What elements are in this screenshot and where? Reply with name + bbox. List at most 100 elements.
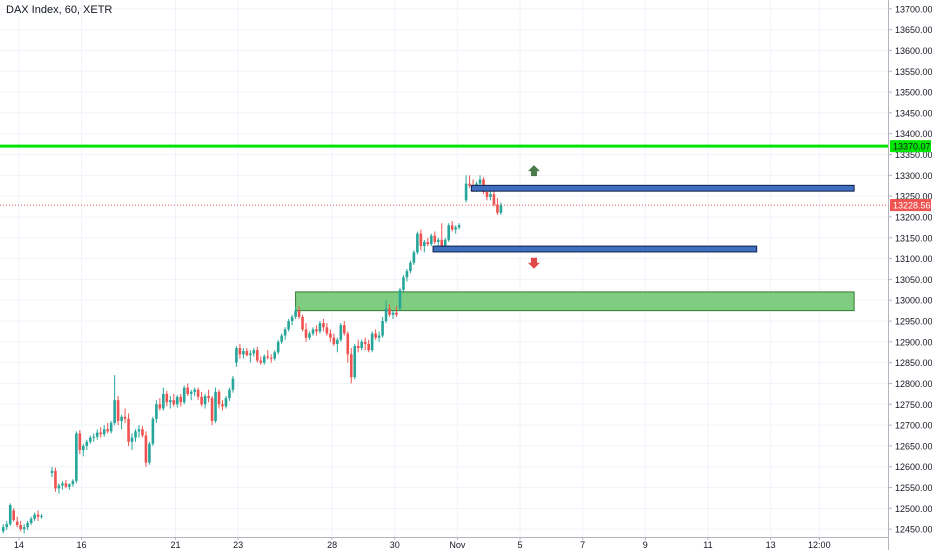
time-tick-label: 12:00 xyxy=(808,540,831,550)
candle-body xyxy=(165,393,169,403)
price-tick-label: 13650.00 xyxy=(895,25,932,35)
candle xyxy=(304,323,308,342)
candle-body xyxy=(123,416,127,419)
candle xyxy=(297,306,301,319)
time-tick-label: 9 xyxy=(643,540,648,550)
candle-body xyxy=(172,400,176,405)
candle xyxy=(273,350,276,361)
candle xyxy=(50,466,54,478)
candle xyxy=(88,435,92,444)
candle xyxy=(127,413,130,446)
candle-body xyxy=(322,323,325,328)
candle xyxy=(144,431,148,467)
candle xyxy=(242,348,245,359)
candle xyxy=(329,329,332,342)
candle xyxy=(78,430,82,455)
candle xyxy=(252,348,256,357)
time-tick-label: 23 xyxy=(233,540,243,550)
price-tick-label: 12450.00 xyxy=(895,525,932,535)
candle-body xyxy=(102,429,106,435)
candle xyxy=(256,346,259,363)
candle xyxy=(175,395,179,408)
price-tick-label: 13550.00 xyxy=(895,67,932,77)
current-price-badge-label: 13228.56 xyxy=(893,201,931,211)
candle-body xyxy=(450,225,454,230)
candle-body xyxy=(443,239,447,247)
candle-body xyxy=(304,329,308,338)
candle-body xyxy=(332,337,336,344)
candle-body xyxy=(15,521,19,526)
price-tick-label: 12650.00 xyxy=(895,441,932,451)
candle-body xyxy=(144,435,148,463)
candle-body xyxy=(238,348,242,355)
candle xyxy=(29,516,33,526)
candle xyxy=(137,425,141,438)
time-tick-label: 16 xyxy=(77,540,87,550)
candle xyxy=(123,408,127,424)
candle xyxy=(106,423,109,434)
candle-body xyxy=(343,325,346,334)
candle-body xyxy=(381,321,384,336)
candle xyxy=(189,389,193,401)
candle-body xyxy=(301,316,304,330)
candle-body xyxy=(262,356,266,363)
candle xyxy=(148,441,151,465)
candle-body xyxy=(99,432,102,435)
candle xyxy=(203,393,207,409)
candle xyxy=(315,325,318,336)
candle-body xyxy=(419,233,423,247)
candle-body xyxy=(430,235,433,245)
candle xyxy=(217,389,221,409)
candle xyxy=(15,516,19,528)
candle-body xyxy=(33,514,36,519)
candle-body xyxy=(283,329,287,336)
price-tick-label: 12800.00 xyxy=(895,379,932,389)
candle-body xyxy=(388,308,391,315)
candle-body xyxy=(259,360,263,363)
candle xyxy=(155,400,158,424)
candle-body xyxy=(297,310,301,317)
price-tick-label: 13350.00 xyxy=(895,150,932,160)
candle-body xyxy=(290,316,294,322)
candle xyxy=(193,387,196,396)
time-tick-label: 7 xyxy=(580,540,585,550)
candle-body xyxy=(252,350,256,354)
candle-body xyxy=(207,395,210,399)
candle xyxy=(388,304,391,317)
candle-body xyxy=(141,429,144,436)
candle xyxy=(402,275,405,292)
candle-body xyxy=(468,183,471,186)
candle-body xyxy=(151,418,155,444)
candle xyxy=(224,395,228,409)
candle-body xyxy=(54,470,57,489)
candle xyxy=(325,323,329,336)
candle xyxy=(496,198,499,215)
candle-body xyxy=(349,354,353,378)
candle-body xyxy=(158,404,162,409)
candle xyxy=(40,514,43,519)
candle-body xyxy=(266,356,270,358)
candle xyxy=(374,329,377,340)
candle xyxy=(102,425,106,437)
candle xyxy=(343,321,346,336)
candle-body xyxy=(384,308,388,322)
candle-body xyxy=(120,416,123,421)
candle-body xyxy=(210,398,214,421)
price-tick-label: 13000.00 xyxy=(895,296,932,306)
candle-body xyxy=(68,484,71,487)
candle xyxy=(409,260,412,274)
candle xyxy=(346,331,350,363)
candle xyxy=(99,427,102,438)
candle xyxy=(447,223,450,242)
candle-body xyxy=(339,325,343,340)
candle xyxy=(231,375,235,393)
candle-body xyxy=(64,483,68,487)
candle xyxy=(22,524,26,534)
candle-body xyxy=(242,351,245,355)
candle-body xyxy=(57,485,61,489)
candle xyxy=(468,175,471,188)
candle xyxy=(75,431,78,484)
candle-body xyxy=(106,429,109,432)
